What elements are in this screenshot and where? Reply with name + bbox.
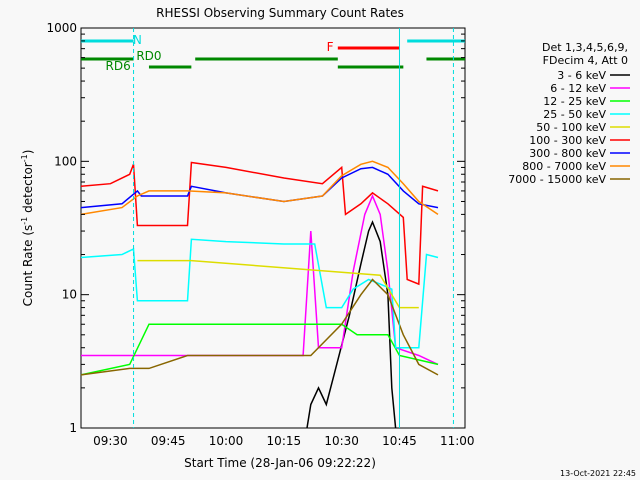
x-tick-label: 10:15 [267,434,302,448]
generation-timestamp: 13-Oct-2021 22:45 [560,469,636,478]
chart-title: RHESSI Observing Summary Count Rates [156,6,404,20]
legend-entry-label: 6 - 12 keV [550,82,606,95]
series-layer [80,160,439,429]
series-line-4 [80,238,439,349]
legend-entry-label: 12 - 25 keV [543,95,606,108]
x-tick-label: 10:30 [324,434,359,448]
y-tick-label: 100 [54,154,77,168]
y-tick-label: 1000 [46,21,77,35]
series-line-8 [80,160,439,216]
x-tick-label: 11:00 [440,434,475,448]
series-line-3 [80,323,439,376]
flag-label-rd0: RD0 [136,49,161,63]
series-line-6 [80,161,439,286]
x-axis-label: Start Time (28-Jan-06 09:22:22) [184,456,376,470]
legend-entry-label: 3 - 6 keV [557,69,606,82]
instrument-flags: N F RD0 RD6 [81,33,465,73]
x-tick-label: 10:00 [209,434,244,448]
legend-entry-label: 7000 - 15000 keV [508,173,606,186]
y-tick-label: 1 [69,421,77,435]
y-axis: 1 10 100 1000 [46,21,465,435]
flag-label-f: F [327,40,334,54]
legend-entry-label: 300 - 800 keV [529,147,606,160]
x-tick-label: 10:45 [382,434,417,448]
series-line-5 [137,259,419,309]
x-axis: 09:30 09:45 10:00 10:15 10:30 10:45 11:00 [93,434,474,448]
legend: Det 1,3,4,5,6,9, FDecim 4, Att 0 3 - 6 k… [508,41,630,186]
legend-entry-label: 800 - 7000 keV [522,160,606,173]
x-tick-label: 09:45 [151,434,186,448]
flag-label-rd6: RD6 [106,59,131,73]
legend-entry-label: 50 - 100 keV [536,121,606,134]
legend-header-line-1: Det 1,3,4,5,6,9, [542,41,628,54]
series-line-9 [80,278,439,376]
y-tick-label: 10 [62,288,77,302]
legend-entry-label: 100 - 300 keV [529,134,606,147]
x-tick-label: 09:30 [93,434,128,448]
flag-label-n: N [133,33,142,47]
y-axis-label: Count Rate (s-1 detector-1) [20,150,35,307]
plot-frame [80,27,466,429]
vertical-markers [133,28,454,428]
legend-header-line-2: FDecim 4, Att 0 [543,54,628,67]
legend-entry-label: 25 - 50 keV [543,108,606,121]
